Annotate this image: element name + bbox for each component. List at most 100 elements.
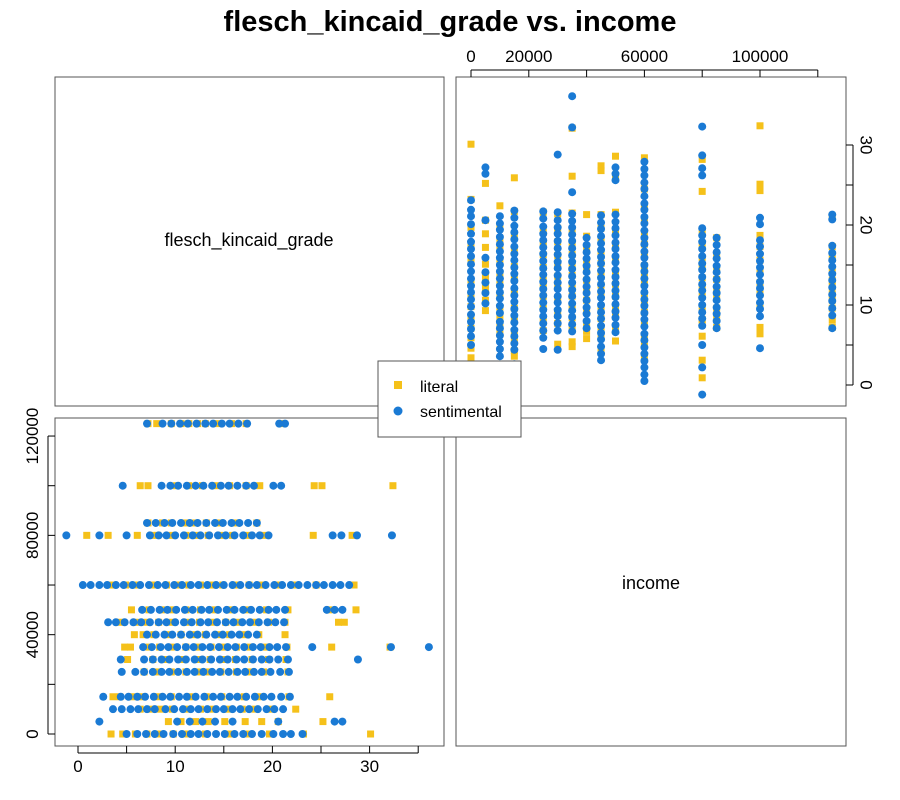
- point-sentimental: [495, 345, 504, 353]
- point-literal: [258, 718, 266, 726]
- point-sentimental: [597, 329, 606, 337]
- point-sentimental: [467, 310, 475, 319]
- point-sentimental: [568, 292, 577, 301]
- panel-bottom-right: [455, 417, 847, 747]
- point-sentimental: [582, 303, 591, 312]
- point-sentimental: [467, 245, 475, 253]
- point-sentimental: [154, 531, 163, 540]
- point-sentimental: [254, 618, 263, 627]
- point-sentimental: [597, 239, 606, 248]
- point-sentimental: [510, 256, 519, 265]
- point-sentimental: [568, 320, 577, 329]
- point-sentimental: [467, 252, 475, 261]
- point-sentimental: [230, 531, 239, 540]
- point-sentimental: [539, 333, 548, 342]
- point-sentimental: [212, 618, 221, 627]
- point-sentimental: [756, 236, 764, 245]
- point-sentimental: [611, 176, 620, 185]
- point-sentimental: [128, 581, 137, 590]
- point-sentimental: [698, 164, 707, 173]
- point-sentimental: [273, 643, 282, 652]
- point-sentimental: [178, 730, 187, 738]
- point-sentimental: [611, 273, 620, 281]
- point-sentimental: [286, 730, 295, 738]
- point-sentimental: [640, 315, 649, 324]
- point-sentimental: [495, 274, 504, 283]
- point-sentimental: [467, 295, 475, 304]
- point-sentimental: [611, 307, 620, 316]
- point-sentimental: [640, 288, 649, 297]
- point-sentimental: [756, 291, 764, 300]
- point-sentimental: [147, 643, 156, 652]
- point-sentimental: [828, 283, 837, 292]
- point-sentimental: [190, 655, 199, 664]
- point-sentimental: [228, 717, 237, 726]
- point-sentimental: [239, 531, 248, 540]
- point-literal: [153, 420, 161, 428]
- point-literal: [350, 581, 358, 589]
- bottom-axis-tick-label: 0: [73, 757, 82, 776]
- point-sentimental: [166, 481, 175, 490]
- point-sentimental: [568, 217, 577, 225]
- diagonal-label-fk: flesch_kincaid_grade: [164, 230, 333, 251]
- point-sentimental: [568, 123, 577, 132]
- point-sentimental: [248, 655, 257, 664]
- point-sentimental: [698, 301, 707, 309]
- point-sentimental: [146, 605, 155, 614]
- point-sentimental: [117, 667, 126, 676]
- point-sentimental: [640, 247, 649, 256]
- point-sentimental: [276, 667, 285, 676]
- point-sentimental: [467, 332, 475, 341]
- point-sentimental: [481, 216, 490, 225]
- point-literal: [481, 307, 489, 315]
- point-sentimental: [597, 314, 606, 323]
- point-literal: [510, 174, 518, 182]
- point-literal: [481, 179, 489, 187]
- point-literal: [612, 152, 619, 160]
- point-literal: [389, 482, 397, 490]
- point-sentimental: [712, 233, 721, 242]
- legend: literal sentimental: [377, 360, 522, 438]
- point-sentimental: [235, 518, 244, 527]
- point-sentimental: [161, 581, 170, 590]
- point-sentimental: [249, 667, 258, 676]
- point-sentimental: [211, 630, 220, 639]
- point-sentimental: [553, 298, 562, 307]
- point-sentimental: [230, 605, 239, 614]
- point-literal: [481, 260, 489, 268]
- point-sentimental: [131, 667, 140, 676]
- point-sentimental: [221, 618, 230, 627]
- point-sentimental: [510, 332, 519, 341]
- point-sentimental: [222, 605, 231, 614]
- point-sentimental: [172, 605, 181, 614]
- point-sentimental: [187, 618, 196, 627]
- point-sentimental: [640, 281, 649, 290]
- point-literal: [340, 618, 348, 626]
- point-sentimental: [124, 692, 133, 701]
- point-sentimental: [141, 692, 150, 701]
- point-sentimental: [227, 518, 236, 527]
- point-sentimental: [214, 643, 223, 652]
- point-sentimental: [220, 730, 229, 738]
- point-sentimental: [159, 730, 168, 738]
- point-sentimental: [122, 730, 131, 738]
- point-sentimental: [495, 324, 504, 333]
- point-sentimental: [211, 518, 220, 527]
- point-sentimental: [539, 277, 548, 286]
- point-sentimental: [467, 237, 475, 246]
- point-literal: [318, 482, 326, 490]
- point-sentimental: [640, 192, 649, 201]
- point-sentimental: [252, 630, 261, 639]
- point-sentimental: [553, 244, 562, 253]
- point-sentimental: [553, 271, 562, 280]
- point-sentimental: [209, 692, 218, 701]
- point-sentimental: [230, 730, 239, 738]
- point-literal: [326, 693, 334, 701]
- point-sentimental: [582, 268, 591, 277]
- point-sentimental: [144, 581, 153, 590]
- point-sentimental: [203, 730, 212, 738]
- point-sentimental: [553, 326, 562, 335]
- point-literal: [348, 531, 356, 539]
- point-literal: [127, 606, 135, 614]
- point-sentimental: [185, 717, 194, 726]
